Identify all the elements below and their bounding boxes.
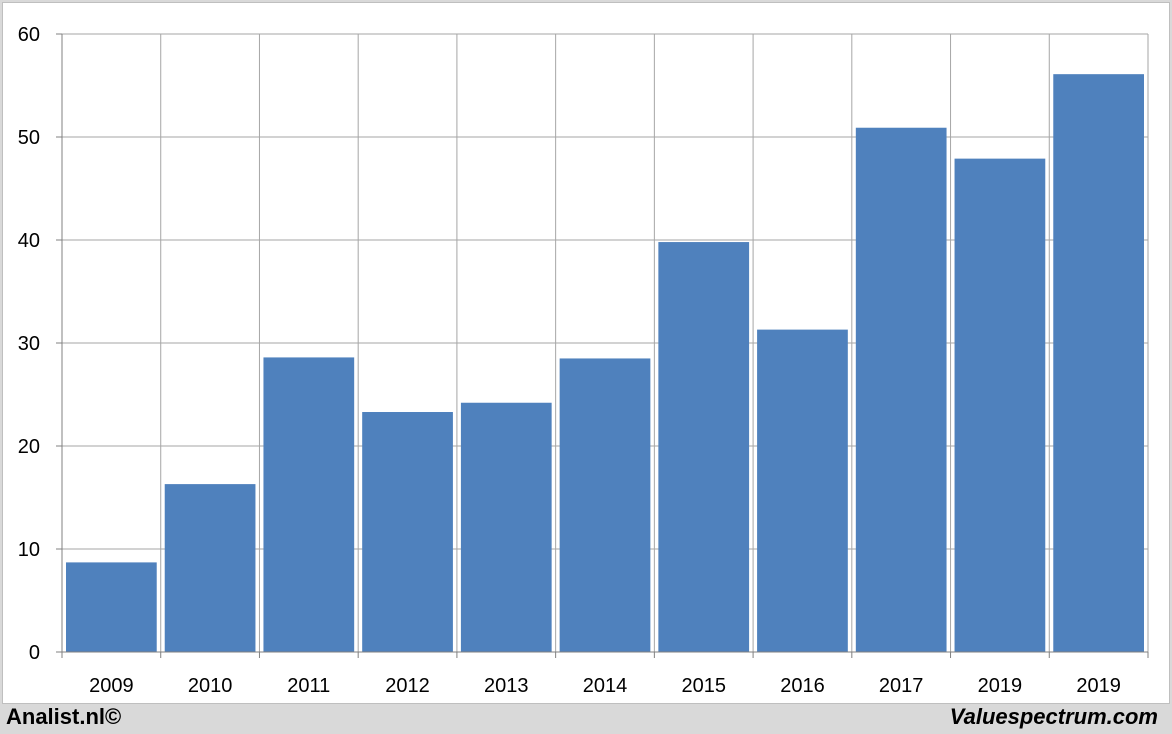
bar bbox=[362, 412, 453, 652]
x-tick-label: 2010 bbox=[188, 675, 233, 697]
y-tick-label: 60 bbox=[18, 24, 40, 46]
x-tick-label: 2019 bbox=[978, 675, 1023, 697]
x-tick-label: 2019 bbox=[1076, 675, 1121, 697]
x-tick-labels: 2009 2010 2011 2012 2013 2014 2015 2016 2017 2019… bbox=[89, 675, 1121, 697]
y-tick-label: 20 bbox=[18, 436, 40, 458]
bar bbox=[1053, 74, 1144, 653]
bar bbox=[954, 158, 1046, 652]
x-tick-label: 2013 bbox=[484, 675, 529, 697]
x-tick-label: 2017 bbox=[879, 675, 924, 697]
x-tick-label: 2015 bbox=[681, 675, 726, 697]
bar bbox=[263, 357, 355, 652]
x-tick-label: 2012 bbox=[385, 675, 430, 697]
site-label: Valuespectrum.com bbox=[949, 704, 1158, 729]
x-tick-label: 2014 bbox=[583, 675, 628, 697]
bar bbox=[460, 402, 552, 652]
bar bbox=[559, 358, 651, 652]
bar bbox=[66, 562, 157, 652]
x-tick-label: 2016 bbox=[780, 675, 825, 697]
y-tick-label: 40 bbox=[18, 230, 40, 252]
footer: Analist.nl© Valuespectrum.com bbox=[0, 704, 1172, 734]
bar bbox=[757, 329, 848, 652]
x-tick-label: 2011 bbox=[287, 675, 330, 697]
bar bbox=[164, 484, 256, 652]
y-tick-label: 50 bbox=[18, 127, 40, 149]
y-tick-label: 10 bbox=[18, 539, 40, 561]
y-tick-labels: 0 10 20 30 40 50 60 bbox=[18, 24, 40, 664]
y-tick-label: 0 bbox=[29, 642, 40, 664]
bars bbox=[66, 74, 1144, 653]
x-tick-label: 2009 bbox=[89, 675, 134, 697]
y-tick-label: 30 bbox=[18, 333, 40, 355]
bar bbox=[855, 127, 947, 653]
axes bbox=[56, 33, 1149, 658]
bar bbox=[658, 242, 750, 652]
source-label: Analist.nl© bbox=[6, 704, 122, 729]
